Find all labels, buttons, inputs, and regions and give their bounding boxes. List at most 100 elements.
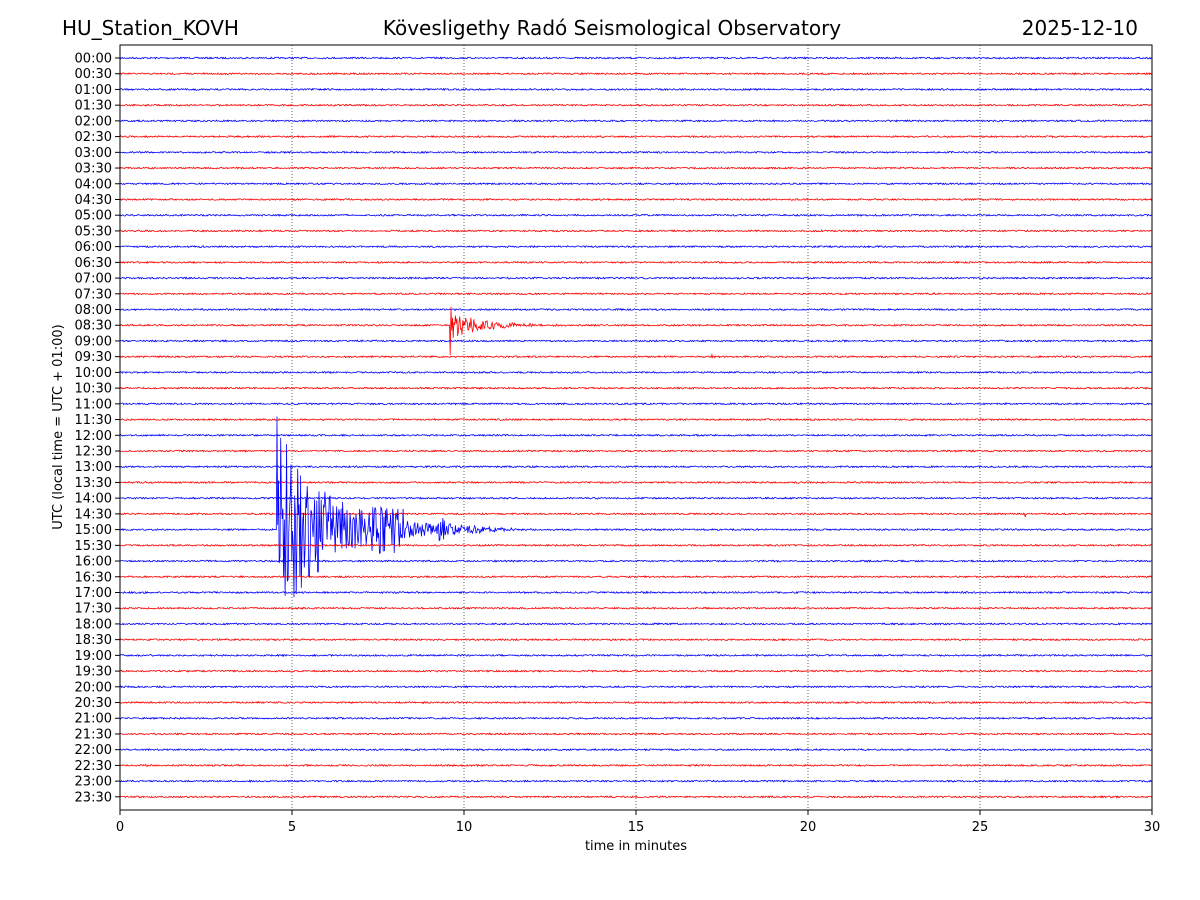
x-tick-label: 10 [456,820,473,835]
y-tick-label: 02:00 [75,114,112,129]
y-tick-label: 21:30 [75,727,112,742]
grid-lines [291,45,981,810]
x-tick-label: 25 [972,820,989,835]
x-axis: 0 5 10 15 20 25 30 [116,810,1160,835]
y-tick-label: 00:00 [75,52,112,67]
y-tick-label: 20:30 [75,696,112,711]
trace-14:00 [119,496,1153,500]
trace-18:30 [119,637,1153,642]
trace-06:00 [119,244,1153,249]
y-tick-label: 23:00 [75,775,112,790]
y-tick-label: 00:30 [75,67,112,82]
trace-19:00 [119,653,1153,658]
trace-04:00 [119,182,1152,186]
y-tick-label: 03:30 [75,162,112,177]
trace-10:00 [119,370,1153,375]
trace-20:00 [119,685,1153,689]
y-tick-label: 18:30 [75,633,112,648]
y-tick-label: 15:00 [75,523,112,538]
trace-22:30 [119,763,1153,768]
trace-15:00 [119,416,1153,598]
y-tick-label: 22:00 [75,743,112,758]
trace-14:30 [119,512,1153,518]
y-tick-label: 01:30 [75,99,112,114]
trace-16:00 [119,559,1153,563]
y-tick-label: 15:30 [75,539,112,554]
trace-13:30 [119,480,1153,485]
y-tick-label: 06:30 [75,256,112,271]
y-tick-label: 14:00 [75,492,112,507]
trace-19:30 [119,669,1153,673]
chart-title: Kövesligethy Radó Seismological Observat… [383,16,841,40]
trace-08:00 [119,307,1153,312]
y-tick-label: 16:30 [75,570,112,585]
trace-08:30 [119,306,1153,356]
y-tick-label: 10:30 [75,382,112,397]
y-tick-label: 04:00 [75,177,112,192]
y-tick-label: 04:30 [75,193,112,208]
trace-11:00 [119,402,1153,406]
trace-07:00 [119,276,1153,280]
trace-11:30 [119,417,1153,422]
y-tick-label: 10:00 [75,366,112,381]
x-tick-label: 20 [800,820,817,835]
trace-15:30 [119,543,1153,548]
trace-23:30 [119,795,1153,799]
traces [119,56,1153,799]
trace-22:00 [119,748,1153,752]
x-tick-label: 5 [288,820,296,835]
y-tick-label: 17:00 [75,586,112,601]
trace-01:30 [119,103,1153,107]
trace-02:00 [119,119,1153,123]
trace-01:00 [119,87,1153,92]
y-tick-label: 11:00 [75,397,112,412]
trace-04:30 [119,197,1153,202]
y-tick-label: 09:00 [75,334,112,349]
y-tick-label: 14:30 [75,507,112,522]
y-tick-label: 20:00 [75,680,112,695]
y-tick-label: 07:30 [75,287,112,302]
trace-23:00 [119,779,1153,783]
y-tick-label: 06:00 [75,240,112,255]
trace-03:00 [119,150,1153,154]
trace-16:30 [119,575,1153,579]
y-tick-label: 19:30 [75,665,112,680]
y-tick-label: 22:30 [75,759,112,774]
trace-21:30 [119,732,1153,736]
y-tick-label: 13:00 [75,460,112,475]
y-tick-label: 11:30 [75,413,112,428]
trace-06:30 [119,260,1153,265]
trace-12:30 [119,449,1153,453]
y-axis-label: UTC (local time = UTC + 01:00) [51,324,66,529]
x-axis-label: time in minutes [585,839,687,854]
y-tick-label: 09:30 [75,350,112,365]
trace-21:00 [119,716,1153,720]
y-tick-label: 13:30 [75,476,112,491]
trace-20:30 [119,700,1153,705]
y-tick-label: 18:00 [75,617,112,632]
trace-03:30 [119,166,1153,170]
trace-12:00 [119,433,1153,437]
x-tick-label: 0 [116,820,124,835]
y-tick-label: 08:00 [75,303,112,318]
y-tick-label: 03:00 [75,146,112,161]
trace-05:00 [119,213,1153,217]
trace-17:30 [119,606,1153,610]
y-axis: 00:0000:3001:0001:3002:0002:3003:0003:30… [75,52,120,805]
trace-05:30 [119,229,1153,233]
trace-09:30 [119,353,1153,359]
trace-18:00 [119,622,1153,626]
y-tick-label: 23:30 [75,790,112,805]
station-label: HU_Station_KOVH [62,16,239,40]
y-tick-label: 02:30 [75,130,112,145]
trace-10:30 [120,386,1153,390]
trace-02:30 [119,134,1153,139]
y-tick-label: 21:00 [75,712,112,727]
y-tick-label: 19:00 [75,649,112,664]
y-tick-label: 05:00 [75,209,112,224]
y-tick-label: 05:30 [75,224,112,239]
trace-00:30 [119,72,1153,76]
y-tick-label: 17:30 [75,602,112,617]
x-tick-label: 30 [1144,820,1161,835]
y-tick-label: 01:00 [75,83,112,98]
